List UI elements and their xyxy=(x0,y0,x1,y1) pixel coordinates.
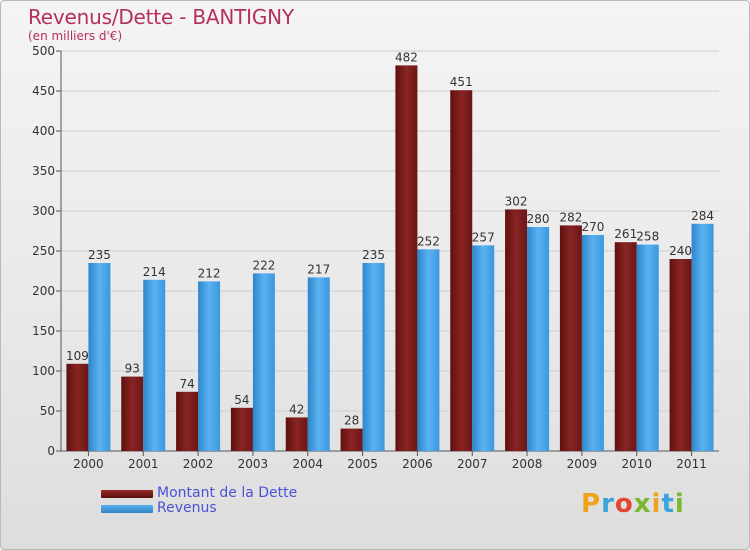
data-label-dette: 74 xyxy=(179,377,194,391)
data-label-dette: 54 xyxy=(234,393,249,407)
logo-letter: o xyxy=(614,489,634,519)
y-tick-label: 150 xyxy=(32,324,55,338)
legend-swatch-revenus xyxy=(101,505,153,513)
x-tick-label: 2008 xyxy=(512,457,543,471)
data-label-revenus: 258 xyxy=(636,230,659,244)
data-label-revenus: 217 xyxy=(307,262,330,276)
bar-revenus xyxy=(581,235,604,451)
logo-letter: r xyxy=(601,489,615,519)
bar-dette xyxy=(285,417,308,451)
x-tick-label: 2010 xyxy=(621,457,652,471)
bar-revenus xyxy=(691,223,714,451)
bar-dette xyxy=(230,407,253,451)
legend-swatch-dette xyxy=(101,490,153,498)
bar-revenus xyxy=(252,273,275,451)
data-label-dette: 261 xyxy=(614,227,637,241)
data-label-revenus: 252 xyxy=(417,234,440,248)
bar-dette xyxy=(614,242,637,451)
x-tick-label: 2004 xyxy=(292,457,323,471)
chart-subtitle: (en milliers d'€) xyxy=(28,29,123,43)
bar-revenus xyxy=(636,244,659,451)
data-label-revenus: 257 xyxy=(472,230,495,244)
data-label-revenus: 214 xyxy=(143,265,166,279)
data-label-revenus: 284 xyxy=(691,209,714,223)
bar-dette xyxy=(669,259,692,451)
data-label-dette: 42 xyxy=(289,402,304,416)
data-label-dette: 28 xyxy=(344,414,359,428)
bar-dette xyxy=(340,428,363,451)
bar-dette xyxy=(176,391,199,451)
data-label-dette: 302 xyxy=(505,194,528,208)
data-label-dette: 93 xyxy=(125,362,140,376)
data-label-dette: 282 xyxy=(559,210,582,224)
bar-revenus xyxy=(88,263,111,451)
y-tick-label: 0 xyxy=(47,444,55,458)
logo-letter: x xyxy=(633,489,652,519)
y-tick-label: 400 xyxy=(32,124,55,138)
y-tick-label: 200 xyxy=(32,284,55,298)
y-tick-label: 50 xyxy=(40,404,55,418)
bar-revenus xyxy=(417,249,440,451)
bar-dette xyxy=(559,225,582,451)
x-tick-label: 2002 xyxy=(183,457,214,471)
x-tick-label: 2006 xyxy=(402,457,433,471)
bar-revenus xyxy=(198,281,221,451)
bar-revenus xyxy=(472,245,495,451)
bar-dette xyxy=(505,209,528,451)
bar-dette xyxy=(450,90,473,451)
data-label-revenus: 212 xyxy=(198,266,221,280)
logo-letter: P xyxy=(581,489,602,519)
logo-letter: t xyxy=(661,489,675,519)
legend-label-revenus: Revenus xyxy=(157,500,217,516)
bar-revenus xyxy=(143,279,166,451)
data-label-dette: 109 xyxy=(66,349,89,363)
data-label-revenus: 235 xyxy=(362,248,385,262)
data-label-revenus: 222 xyxy=(252,258,275,272)
bar-revenus xyxy=(362,263,385,451)
data-label-revenus: 235 xyxy=(88,248,111,262)
x-tick-label: 2011 xyxy=(676,457,707,471)
logo-letter: i xyxy=(674,489,685,519)
bar-revenus xyxy=(527,227,550,451)
data-label-revenus: 280 xyxy=(527,212,550,226)
data-label-dette: 240 xyxy=(669,244,692,258)
chart-title: Revenus/Dette - BANTIGNY xyxy=(28,5,294,29)
x-tick-label: 2000 xyxy=(73,457,104,471)
x-tick-label: 2009 xyxy=(567,457,598,471)
x-tick-label: 2003 xyxy=(238,457,269,471)
logo-letter: i xyxy=(651,489,662,519)
bar-dette xyxy=(121,376,144,451)
data-label-dette: 482 xyxy=(395,50,418,64)
bar-revenus xyxy=(307,277,330,451)
y-tick-label: 450 xyxy=(32,84,55,98)
y-tick-label: 500 xyxy=(32,44,55,58)
bar-dette xyxy=(395,65,418,452)
y-tick-label: 300 xyxy=(32,204,55,218)
data-label-dette: 451 xyxy=(450,75,473,89)
x-tick-label: 2001 xyxy=(128,457,159,471)
x-tick-label: 2007 xyxy=(457,457,488,471)
y-tick-label: 100 xyxy=(32,364,55,378)
bar-dette xyxy=(66,363,89,451)
x-tick-label: 2005 xyxy=(347,457,378,471)
data-label-revenus: 270 xyxy=(581,220,604,234)
proxiti-logo: Proxiti xyxy=(581,489,685,519)
legend-label-dette: Montant de la Dette xyxy=(157,485,298,501)
y-tick-label: 250 xyxy=(32,244,55,258)
y-tick-label: 350 xyxy=(32,164,55,178)
